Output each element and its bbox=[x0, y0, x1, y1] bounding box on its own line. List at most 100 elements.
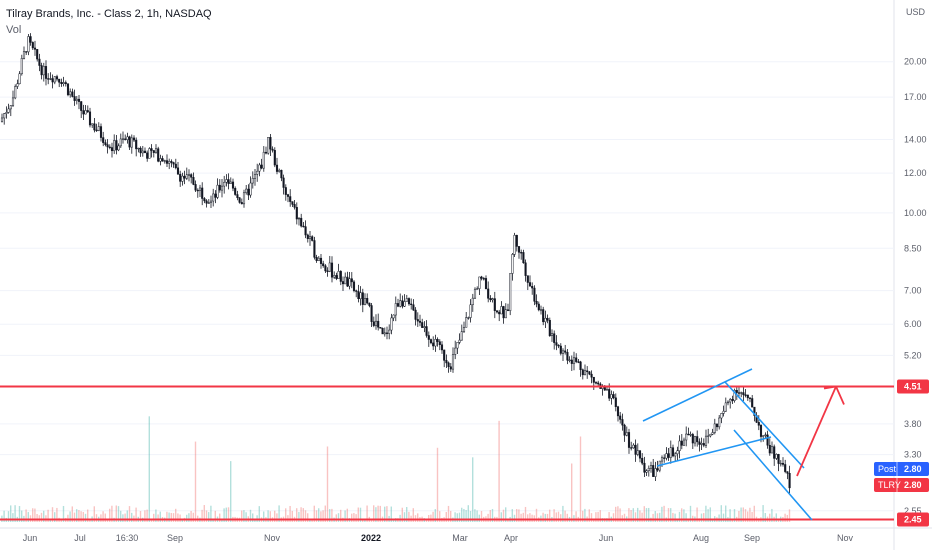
candle-body bbox=[172, 162, 175, 165]
candle-body bbox=[605, 389, 609, 391]
volume-bar bbox=[14, 505, 16, 522]
volume-bar bbox=[131, 512, 133, 522]
volume-bar bbox=[744, 509, 747, 522]
candle-body bbox=[700, 443, 703, 445]
candle-body bbox=[711, 432, 714, 435]
candle-body bbox=[269, 137, 272, 150]
candle-body bbox=[764, 434, 767, 436]
candle-body bbox=[685, 433, 688, 441]
volume-bar bbox=[230, 461, 232, 522]
candle-body bbox=[355, 290, 358, 292]
volume-bar bbox=[582, 510, 584, 522]
volume-bar bbox=[588, 509, 590, 522]
candle-body bbox=[462, 327, 466, 332]
candle-body bbox=[16, 83, 19, 87]
volume-bar bbox=[469, 510, 472, 522]
candle-body bbox=[447, 362, 450, 367]
volume-bar bbox=[377, 505, 379, 522]
candle-body bbox=[707, 435, 710, 437]
candle-body bbox=[669, 447, 672, 458]
volume-bar bbox=[245, 512, 247, 522]
volume-bar bbox=[408, 511, 410, 522]
volume-bar bbox=[489, 510, 491, 522]
candle-body bbox=[634, 444, 637, 455]
volume-bar bbox=[527, 514, 529, 522]
volume-bar bbox=[764, 513, 766, 522]
candle-body bbox=[495, 310, 499, 313]
candle-body bbox=[733, 390, 736, 401]
volume-bar bbox=[318, 508, 320, 522]
volume-bar bbox=[203, 505, 205, 522]
volume-bar bbox=[219, 513, 221, 522]
volume-bar bbox=[654, 511, 656, 522]
candle-body bbox=[108, 146, 111, 148]
candle-body bbox=[493, 298, 496, 311]
candle-body bbox=[689, 434, 692, 436]
candle-body bbox=[231, 181, 235, 189]
candle-body bbox=[319, 257, 323, 264]
volume-bar bbox=[324, 505, 326, 522]
candle-body bbox=[504, 309, 507, 319]
volume-bar bbox=[353, 513, 355, 522]
candle-body bbox=[196, 189, 199, 192]
candle-body bbox=[262, 151, 265, 169]
time-tick-label: Mar bbox=[452, 533, 468, 543]
candle-body bbox=[161, 158, 164, 162]
candle-body bbox=[93, 123, 96, 131]
candle-body bbox=[352, 281, 356, 291]
volume-bar bbox=[696, 507, 698, 522]
candle-body bbox=[275, 164, 279, 172]
candle-body bbox=[469, 304, 472, 318]
candle-body bbox=[768, 444, 771, 454]
candle-body bbox=[326, 270, 329, 272]
candle-body bbox=[396, 303, 400, 307]
candle-body bbox=[128, 136, 131, 148]
candle-body bbox=[742, 392, 745, 396]
volume-bar bbox=[155, 509, 157, 522]
candle-body bbox=[572, 357, 576, 364]
currency-label: USD bbox=[906, 7, 926, 17]
candle-body bbox=[357, 291, 360, 300]
volume-bar bbox=[628, 508, 630, 522]
volume-bar bbox=[520, 513, 522, 522]
volume-bar bbox=[491, 508, 494, 522]
volume-bar bbox=[3, 510, 5, 522]
candle-body bbox=[616, 406, 620, 417]
price-tick-label: 2.55 bbox=[904, 506, 922, 516]
volume-label: Vol bbox=[6, 24, 22, 36]
candle-body bbox=[150, 148, 153, 151]
candle-body bbox=[165, 160, 169, 164]
candle-body bbox=[14, 86, 17, 99]
candle-body bbox=[66, 83, 70, 96]
candle-body bbox=[86, 110, 89, 113]
candle-body bbox=[330, 262, 334, 278]
candle-body bbox=[260, 164, 263, 169]
candle-body bbox=[295, 207, 298, 220]
volume-bar bbox=[681, 508, 683, 522]
price-badge-value: 2.80 bbox=[904, 464, 922, 474]
candle-body bbox=[687, 433, 690, 436]
volume-bar bbox=[320, 511, 322, 522]
volume-bar bbox=[700, 513, 703, 522]
candle-body bbox=[394, 303, 397, 316]
candle-body bbox=[720, 413, 723, 419]
volume-bar bbox=[439, 511, 441, 522]
volume-bar bbox=[771, 508, 773, 522]
candle-body bbox=[502, 306, 505, 319]
candle-body bbox=[528, 282, 532, 287]
candle-body bbox=[663, 457, 666, 459]
candle-body bbox=[25, 51, 28, 53]
volume-bar bbox=[478, 514, 480, 522]
volume-bar bbox=[403, 512, 406, 522]
candle-body bbox=[84, 110, 87, 115]
candle-body bbox=[95, 129, 98, 132]
candle-body bbox=[432, 342, 435, 347]
candle-body bbox=[436, 339, 439, 342]
volume-bar bbox=[584, 508, 586, 522]
candle-body bbox=[535, 301, 538, 305]
candle-body bbox=[390, 317, 393, 331]
volume-bar bbox=[476, 510, 478, 522]
volume-bar bbox=[480, 510, 483, 522]
